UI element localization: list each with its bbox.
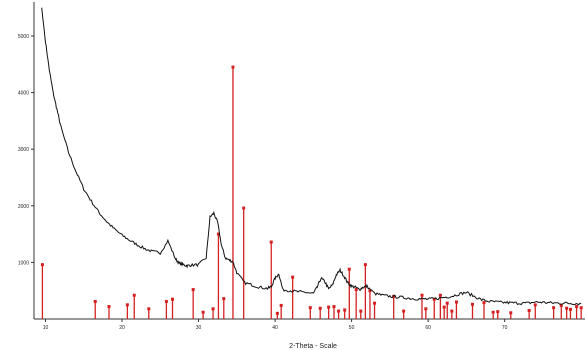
reference-marker: [171, 297, 175, 301]
x-tick-label: 40: [272, 325, 278, 331]
reference-marker: [354, 288, 358, 292]
reference-marker: [343, 308, 347, 312]
reference-marker: [438, 293, 442, 297]
reference-marker: [491, 310, 495, 314]
reference-marker: [579, 306, 583, 310]
reference-marker: [327, 305, 331, 309]
reference-marker: [420, 293, 424, 297]
reference-marker: [332, 305, 336, 309]
reference-marker: [359, 309, 363, 313]
reference-marker: [533, 303, 537, 307]
x-tick-label: 30: [196, 325, 202, 331]
reference-marker: [575, 305, 579, 309]
reference-marker: [275, 311, 279, 315]
reference-marker: [40, 263, 44, 267]
reference-marker: [107, 305, 111, 309]
reference-marker: [164, 299, 168, 303]
reference-marker: [496, 310, 500, 314]
reference-marker: [269, 240, 273, 244]
diffraction-trace: [41, 7, 582, 306]
reference-marker: [242, 206, 246, 210]
reference-marker: [125, 303, 129, 307]
reference-marker: [450, 309, 454, 313]
reference-marker: [347, 267, 351, 271]
reference-marker: [318, 306, 322, 310]
reference-marker: [454, 300, 458, 304]
x-tick-label: 60: [425, 325, 431, 331]
reference-marker: [201, 310, 205, 314]
reference-marker: [363, 263, 367, 267]
reference-marker: [147, 307, 151, 311]
reference-marker: [368, 289, 372, 293]
reference-marker: [424, 307, 428, 311]
reference-marker: [191, 288, 195, 292]
reference-marker: [308, 306, 312, 310]
reference-marker: [565, 306, 569, 310]
x-axis-label: 2-Theta - Scale: [289, 343, 337, 350]
reference-marker: [568, 307, 572, 311]
reference-marker: [279, 303, 283, 307]
reference-marker: [373, 301, 377, 305]
x-tick-label: 20: [119, 325, 125, 331]
reference-marker: [216, 232, 220, 236]
reference-marker: [337, 309, 341, 313]
y-tick-label: 1000: [18, 260, 29, 266]
reference-marker: [231, 65, 235, 69]
reference-marker: [559, 303, 563, 307]
reference-marker: [527, 309, 531, 313]
reference-marker: [482, 301, 486, 305]
x-tick-label: 10: [43, 325, 49, 331]
reference-marker: [442, 305, 446, 309]
reference-marker: [93, 299, 97, 303]
reference-marker: [432, 297, 436, 301]
reference-pattern: [40, 65, 583, 319]
reference-marker: [402, 309, 406, 313]
x-tick-label: 70: [502, 325, 508, 331]
y-tick-label: 3000: [18, 147, 29, 153]
y-ticks: 1000 2000 3000 4000 5000: [18, 34, 34, 266]
y-tick-label: 5000: [18, 34, 29, 40]
reference-marker: [222, 297, 226, 301]
reference-marker: [552, 306, 556, 310]
y-tick-label: 4000: [18, 91, 29, 97]
reference-marker: [211, 307, 215, 311]
reference-marker: [509, 311, 513, 315]
reference-marker: [445, 301, 449, 305]
x-tick-label: 50: [349, 325, 355, 331]
y-tick-label: 2000: [18, 204, 29, 210]
x-ticks: 10 20 30 40 50 60 70: [43, 319, 508, 331]
reference-marker: [471, 302, 475, 306]
reference-marker: [291, 275, 295, 279]
reference-marker: [132, 293, 136, 297]
